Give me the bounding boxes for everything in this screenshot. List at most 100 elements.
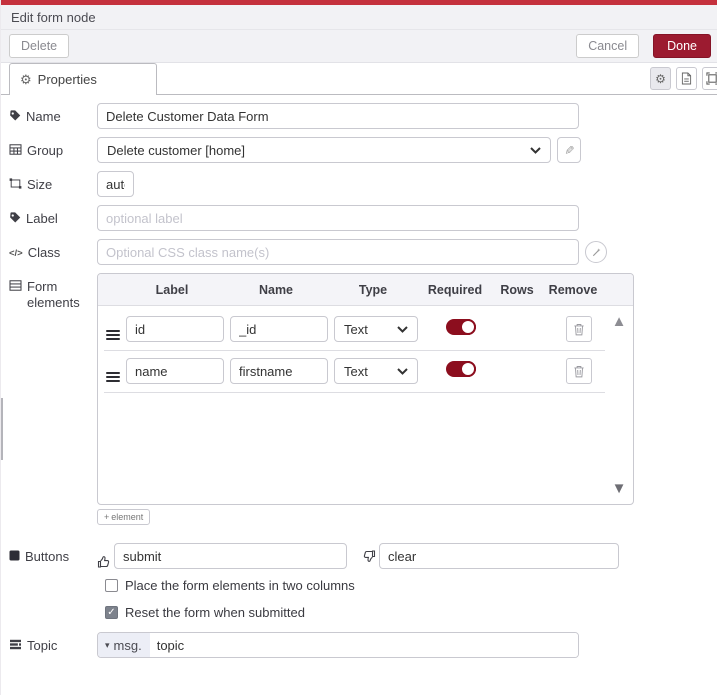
scroll-down-icon[interactable]: ▼ [611, 480, 627, 497]
name-label-text: Name [26, 109, 61, 124]
element-required-cell [424, 360, 498, 382]
submit-button-input[interactable] [114, 543, 347, 569]
topic-label-text: Topic [27, 638, 58, 653]
element-remove-cell [548, 358, 610, 384]
tasks-icon [10, 639, 21, 650]
tab-properties[interactable]: ⚙ Properties [9, 63, 157, 96]
element-name-input[interactable] [230, 316, 328, 342]
chevron-down-icon [530, 146, 541, 154]
dialog-button-bar: Delete Cancel Done [1, 30, 717, 63]
class-row: </> Class [9, 239, 717, 265]
check-icon: ✓ [107, 606, 116, 618]
drag-handle-icon[interactable] [106, 329, 120, 340]
element-name-input[interactable] [230, 358, 328, 384]
group-select-value: Delete customer [home] [107, 142, 246, 158]
group-label-text: Group [27, 143, 64, 158]
delete-button[interactable]: Delete [9, 34, 70, 58]
element-label-cell [126, 358, 230, 384]
thumbs-down-icon [362, 549, 376, 563]
add-element-button[interactable]: + element [97, 509, 151, 525]
toggle-knob [460, 318, 476, 335]
topic-type-label: msg. [113, 637, 142, 653]
remove-element-button[interactable] [566, 358, 592, 384]
form-elements-body: Text [98, 306, 633, 393]
object-group-icon [9, 178, 22, 189]
element-type-select[interactable]: Text [334, 316, 418, 342]
element-row: Text [104, 358, 605, 384]
element-type-value: Text [344, 321, 368, 337]
class-picker-button[interactable] [585, 241, 607, 263]
form-elements-label-text: Form elements [27, 279, 80, 311]
column-header-remove: Remove [548, 282, 598, 297]
wand-icon [592, 247, 600, 256]
description-view-button[interactable] [676, 67, 697, 90]
group-select[interactable]: Delete customer [home] [97, 137, 551, 163]
remove-element-button[interactable] [566, 316, 592, 342]
element-name-cell [230, 358, 334, 384]
drag-handle-icon[interactable] [106, 371, 120, 382]
tab-bar: ⚙ Properties ⚙ [1, 63, 717, 96]
caret-down-icon: ▾ [105, 639, 110, 650]
form-elements-table: Label Name Type Required Rows Remove [97, 273, 634, 505]
left-scrollbar-thumb[interactable] [1, 398, 3, 460]
code-icon: </> [9, 248, 23, 259]
cancel-button[interactable]: Cancel [576, 34, 640, 58]
form-elements-label: Form elements [9, 273, 97, 505]
topic-type-button[interactable]: ▾ msg. [98, 633, 150, 657]
label-row: Label [9, 205, 717, 231]
topic-input[interactable] [149, 633, 578, 657]
element-label-input[interactable] [126, 316, 224, 342]
chevron-down-icon [397, 325, 408, 333]
column-header-label: Label [155, 282, 189, 297]
element-type-cell: Text [334, 358, 424, 384]
appearance-view-button[interactable] [702, 67, 717, 90]
dialog-header: Edit form node [1, 5, 717, 30]
two-columns-checkbox[interactable] [105, 579, 118, 592]
element-name-cell [230, 316, 334, 342]
buttons-row: Buttons [9, 543, 717, 569]
element-type-cell: Text [334, 316, 424, 342]
required-toggle[interactable] [446, 318, 476, 335]
document-icon [681, 72, 692, 85]
element-row-wrap: Text [104, 358, 605, 393]
element-row-wrap: Text [104, 316, 605, 351]
size-label: Size [9, 171, 97, 197]
done-button[interactable]: Done [653, 34, 711, 58]
properties-form: Name Group Delete customer [home] ✎ Size [1, 95, 717, 658]
column-header-type: Type [358, 282, 388, 297]
group-row: Group Delete customer [home] ✎ [9, 137, 717, 163]
class-label-text: Class [27, 245, 61, 260]
tab-properties-label: Properties [37, 72, 97, 87]
table-scrollbar: ▲ ▼ [605, 306, 633, 504]
form-elements-row: Form elements Label Name Type Required R… [9, 273, 717, 505]
name-input[interactable] [97, 103, 579, 129]
class-input[interactable] [97, 239, 579, 265]
square-icon [9, 550, 20, 561]
required-toggle[interactable] [446, 360, 476, 377]
two-columns-option: Place the form elements in two columns [105, 578, 717, 593]
element-label-input[interactable] [126, 358, 224, 384]
size-row: Size [9, 171, 717, 197]
dialog-title: Edit form node [11, 9, 96, 25]
column-header-rows: Rows [500, 282, 534, 297]
gear-icon: ⚙ [20, 71, 32, 87]
plus-icon: + [104, 512, 110, 522]
object-group-icon [706, 72, 717, 85]
clear-button-input[interactable] [379, 543, 619, 569]
size-input[interactable] [97, 171, 134, 197]
reset-option: ✓ Reset the form when submitted [105, 605, 717, 620]
name-row: Name [9, 103, 717, 129]
column-header-name: Name [258, 282, 294, 297]
tag-icon [10, 110, 21, 121]
pencil-icon: ✎ [562, 144, 576, 156]
toggle-knob [460, 360, 476, 377]
edit-group-button[interactable]: ✎ [557, 137, 581, 163]
reset-checkbox[interactable]: ✓ [105, 606, 118, 619]
form-elements-header: Label Name Type Required Rows Remove [98, 274, 633, 306]
properties-view-button[interactable]: ⚙ [650, 67, 671, 90]
label-input[interactable] [97, 205, 579, 231]
buttons-label: Buttons [9, 543, 97, 569]
element-type-select[interactable]: Text [334, 358, 418, 384]
scroll-up-icon[interactable]: ▲ [611, 313, 627, 330]
